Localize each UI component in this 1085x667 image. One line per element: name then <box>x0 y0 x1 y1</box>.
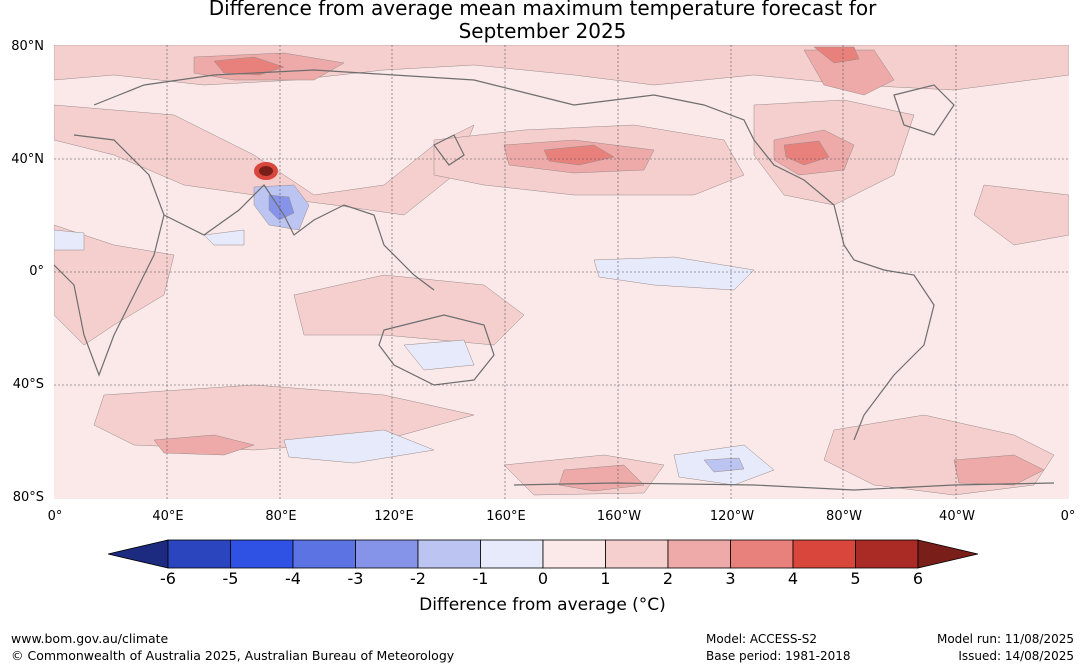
colorbar-extend-high <box>917 539 978 569</box>
lon-label-80w: 80°W <box>826 509 862 524</box>
title-line-2: September 2025 <box>458 19 627 43</box>
anomaly-map <box>54 45 1069 499</box>
colorbar-extend-low <box>108 539 169 569</box>
colorbar-tick-label: 1 <box>600 569 611 588</box>
graticule <box>54 45 1069 499</box>
map-canvas <box>54 45 1069 499</box>
lon-label-160e: 160°E <box>486 509 526 524</box>
lon-label-80e: 80°E <box>265 509 297 524</box>
anomaly-region-negative <box>54 184 775 486</box>
colorbar-tick-label: 3 <box>725 569 736 588</box>
colorbar-title: Difference from average (°C) <box>419 595 666 615</box>
lat-label-80s: 80°S <box>12 490 44 505</box>
colorbar-segment <box>417 539 481 569</box>
colorbar-segment <box>167 539 231 569</box>
coastlines <box>54 69 1055 491</box>
base-period-text: Base period: 1981-2018 <box>706 649 851 663</box>
lon-label-40w: 40°W <box>939 509 975 524</box>
model-text: Model: ACCESS-S2 <box>706 632 818 646</box>
lon-label-0-end: 0° <box>1060 509 1076 524</box>
lon-label-120w: 120°W <box>709 509 755 524</box>
colorbar-tick-label: 4 <box>787 569 799 588</box>
lon-label-120e: 120°E <box>374 509 414 524</box>
lon-label-0: 0° <box>47 509 63 524</box>
title-line-1: Difference from average mean maximum tem… <box>208 0 877 20</box>
colorbar-segment <box>792 539 856 569</box>
colorbar-tick-label: -2 <box>410 569 426 588</box>
anomaly-hotspot <box>254 162 278 180</box>
colorbar-segment <box>605 539 669 569</box>
colorbar-segment <box>730 539 794 569</box>
model-run-text: Model run: 11/08/2025 <box>936 632 1074 646</box>
lon-label-40e: 40°E <box>152 509 184 524</box>
colorbar-segment <box>667 539 731 569</box>
colorbar-tick-label: -3 <box>347 569 364 588</box>
colorbar-segment <box>292 539 356 569</box>
colorbar-tick-label: -6 <box>160 569 176 588</box>
colorbar-tick-label: 5 <box>850 569 861 588</box>
footer-model: Model: ACCESS-S2 Base period: 1981-2018 <box>706 631 851 665</box>
colorbar-tick-label: -1 <box>472 569 489 588</box>
colorbar-segment <box>542 539 606 569</box>
website-text: www.bom.gov.au/climate <box>11 631 169 646</box>
colorbar-segment <box>230 539 294 569</box>
lat-label-80n: 80°N <box>11 39 44 54</box>
lon-label-160w: 160°W <box>596 509 642 524</box>
lat-label-0: 0° <box>29 264 44 279</box>
colorbar-tick-label: 6 <box>912 569 924 588</box>
colorbar-segment <box>855 539 919 569</box>
lat-label-40n: 40°N <box>11 152 44 167</box>
colorbar <box>108 539 978 569</box>
colorbar-tick-label: 0 <box>537 569 549 588</box>
footer-left: www.bom.gov.au/climate © Commonwealth of… <box>11 630 454 664</box>
lat-label-40s: 40°S <box>12 377 44 392</box>
colorbar-tick-label: -4 <box>285 569 301 588</box>
footer-dates: Model run: 11/08/2025 Issued: 14/08/2025 <box>937 631 1074 665</box>
colorbar-segment <box>480 539 544 569</box>
colorbar-tick-label: -5 <box>222 569 239 588</box>
chart-title: Difference from average mean maximum tem… <box>0 0 1085 43</box>
copyright-text: © Commonwealth of Australia 2025, Austra… <box>11 648 455 663</box>
colorbar-tick-label: 2 <box>662 569 674 588</box>
anomaly-region-1-2 <box>54 45 1069 496</box>
colorbar-segment <box>355 539 419 569</box>
issued-text: Issued: 14/08/2025 <box>958 649 1074 663</box>
